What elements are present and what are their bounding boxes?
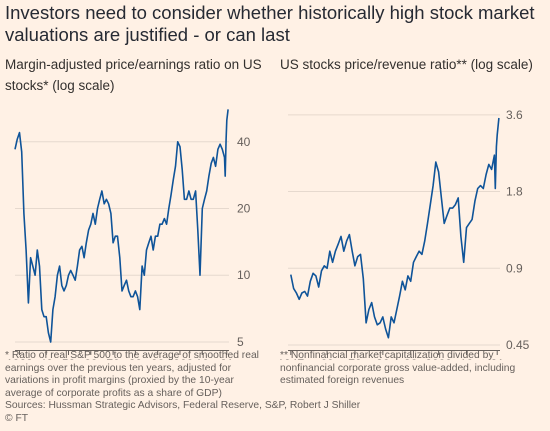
x-tick-label: 21 — [220, 357, 234, 360]
x-tick-label: 60 — [320, 357, 334, 360]
x-tick-label: 90 — [151, 357, 165, 360]
y-tick-label: 0.45 — [506, 338, 530, 352]
series-line — [290, 117, 500, 339]
y-tick-label: 0.9 — [506, 261, 523, 275]
left-chart-panel: Margin-adjusted price/earnings ratio on … — [5, 54, 267, 360]
left-footnote: * Ratio of real S&P 500 to the average o… — [5, 350, 259, 399]
x-tick-label: 90 — [404, 357, 418, 360]
x-tick-label: 50 — [62, 357, 76, 360]
x-tick-label: 60 — [84, 357, 98, 360]
y-tick-label: 1.8 — [506, 185, 523, 199]
sources-text: Sources: Hussman Strategic Advisors, Fed… — [5, 400, 361, 411]
x-tick-label: 1947 — [280, 357, 304, 360]
x-tick-label: 10 — [460, 357, 474, 360]
y-tick-label: 5 — [237, 335, 244, 349]
x-tick-label: 40 — [40, 357, 54, 360]
sources-block: Sources: Hussman Strategic Advisors, Fed… — [5, 400, 360, 425]
left-chart-title: Margin-adjusted price/earnings ratio on … — [5, 57, 262, 93]
y-tick-label: 10 — [237, 268, 251, 282]
right-chart-panel: US stocks price/revenue ratio** (log sca… — [280, 54, 545, 360]
x-tick-label: 2000 — [167, 357, 194, 360]
ft-credit: © FT — [5, 412, 29, 424]
x-tick-label: 80 — [129, 357, 143, 360]
x-tick-label: 80 — [376, 357, 390, 360]
y-tick-label: 40 — [237, 135, 251, 149]
chart-title: Investors need to consider whether histo… — [5, 2, 535, 45]
x-tick-label: 70 — [106, 357, 120, 360]
x-tick-label: 1928 — [6, 357, 33, 360]
x-tick-label: 10 — [196, 357, 210, 360]
right-footnote: ** Nonfinancial market capitalization di… — [280, 350, 516, 386]
x-tick-label: 21 — [491, 357, 505, 360]
right-chart: 0.45 0.9 1.8 3.6 1947 60 70 80 90 2000 10 21 — [280, 108, 530, 360]
y-tick-label: 20 — [237, 202, 251, 216]
right-chart-title: US stocks price/revenue ratio** (log sca… — [280, 57, 533, 72]
series-line — [14, 109, 229, 343]
y-tick-label: 3.6 — [506, 108, 523, 122]
x-tick-label: 2000 — [425, 357, 452, 360]
x-tick-label: 70 — [348, 357, 362, 360]
left-chart: 5102040192840506070809020001021 — [6, 109, 251, 360]
